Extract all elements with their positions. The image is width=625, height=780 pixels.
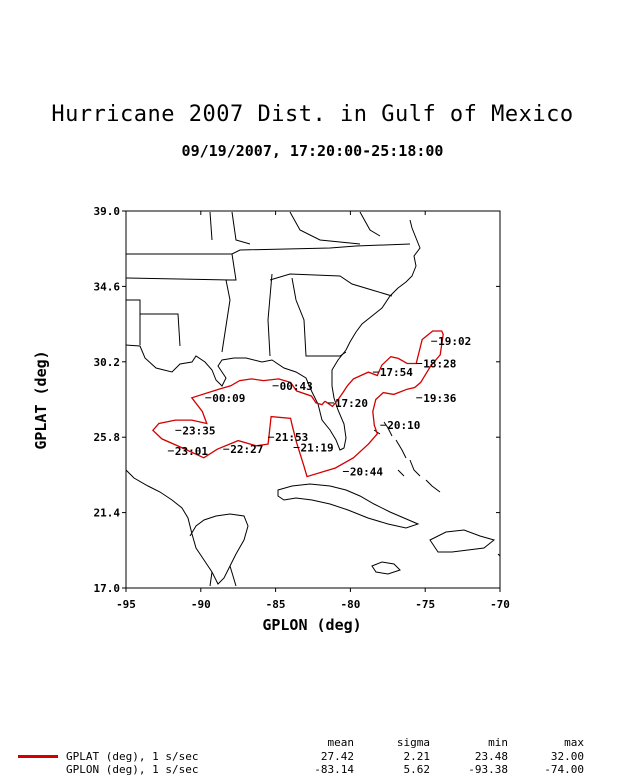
statistics-table: mean sigma min max GPLAT (deg), 1 s/sec … <box>0 736 625 780</box>
stats-header-min: min <box>488 736 508 749</box>
legend-swatch-gplat <box>18 755 58 758</box>
x-tick-label: -80 <box>340 598 360 611</box>
stats-sigma: 2.21 <box>403 750 431 763</box>
stats-row-label: GPLAT (deg), 1 s/sec <box>66 750 199 763</box>
y-tick-label: 25.8 <box>94 431 121 444</box>
x-tick-label: -95 <box>116 598 136 611</box>
plot-border <box>125 210 501 589</box>
stats-sigma: 5.62 <box>403 763 431 776</box>
time-annotation: 18:28 <box>423 358 456 371</box>
time-annotation: 23:35 <box>182 424 215 437</box>
time-annotation: 20:10 <box>387 419 420 432</box>
chart-title: Hurricane 2007 Dist. in Gulf of Mexico <box>51 102 574 127</box>
stats-header-sigma: sigma <box>396 736 430 749</box>
y-tick-label: 39.0 <box>94 205 121 218</box>
stats-header-mean: mean <box>327 736 355 749</box>
time-annotation: 17:54 <box>380 366 413 379</box>
flight-track-line <box>151 330 444 478</box>
x-tick-label: -75 <box>415 598 435 611</box>
plot-frame <box>125 210 501 589</box>
stats-row-label: GPLON (deg), 1 s/sec <box>66 763 199 776</box>
y-tick-label: 17.0 <box>94 582 121 595</box>
time-annotation: 17:20 <box>335 397 368 410</box>
x-axis-label: GPLON (deg) <box>262 616 361 634</box>
time-annotation: 20:44 <box>350 465 383 478</box>
map-chart: -95 -90 -85 -80 -75 -70 17.0 21.4 25.8 30.2 34.6 39… <box>32 205 510 634</box>
stats-max: -74.00 <box>544 763 584 776</box>
time-annotation: 21:53 <box>275 431 308 444</box>
chart-subtitle: 09/19/2007, 17:20:00-25:18:00 <box>181 142 444 160</box>
time-annotation: 00:09 <box>212 392 245 405</box>
time-annotation: 22:27 <box>230 443 263 456</box>
y-tick-label: 21.4 <box>94 507 121 520</box>
stats-max: 32.00 <box>550 750 584 763</box>
time-annotation: 19:02 <box>438 335 471 348</box>
stats-min: -93.38 <box>468 763 508 776</box>
time-annotation: 00:43 <box>280 380 313 393</box>
x-tick-label: -70 <box>490 598 510 611</box>
y-tick-label: 34.6 <box>94 280 121 293</box>
y-tick-label: 30.2 <box>94 356 121 369</box>
x-tick-label: -85 <box>266 598 286 611</box>
time-annotation: 19:36 <box>423 392 456 405</box>
stats-mean: 27.42 <box>320 750 354 763</box>
stats-min: 23.48 <box>474 750 508 763</box>
stats-mean: -83.14 <box>314 763 354 776</box>
y-axis-label: GPLAT (deg) <box>32 350 50 449</box>
time-annotation: 23:01 <box>175 445 208 458</box>
time-annotation: 21:19 <box>301 441 334 454</box>
coastline-map <box>125 211 501 587</box>
x-tick-label: -90 <box>191 598 211 611</box>
stats-header-max: max <box>564 736 584 749</box>
